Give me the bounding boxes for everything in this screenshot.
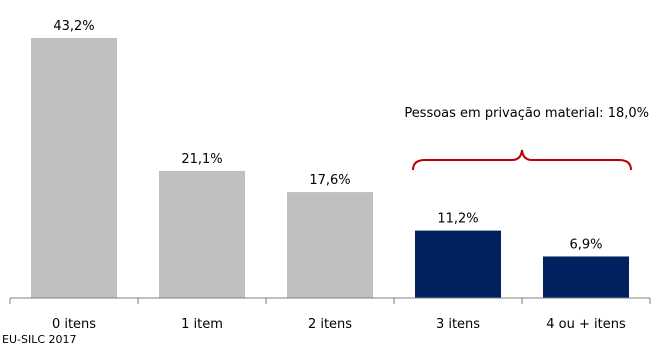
value-label-2: 21,1% xyxy=(181,152,222,167)
category-label-5: 4 ou + itens xyxy=(546,317,626,332)
bars-group xyxy=(31,38,629,298)
value-label-3: 17,6% xyxy=(309,173,350,188)
category-label-4: 3 itens xyxy=(436,317,480,332)
value-label-4: 11,2% xyxy=(437,212,478,227)
bar-4 xyxy=(415,230,501,298)
source-note: EU-SILC 2017 xyxy=(2,333,77,346)
bar-2 xyxy=(159,171,245,298)
bar-1 xyxy=(31,38,117,298)
value-label-1: 43,2% xyxy=(53,19,94,34)
category-labels-group: 0 itens 1 item 2 itens 3 itens 4 ou + itens xyxy=(52,317,626,332)
annotation-brace xyxy=(412,149,632,171)
annotation-text: Pessoas em privação material: 18,0% xyxy=(404,106,649,121)
category-label-3: 2 itens xyxy=(308,317,352,332)
category-label-2: 1 item xyxy=(181,317,223,332)
value-labels-group: 43,2% 21,1% 17,6% 11,2% 6,9% xyxy=(53,19,602,252)
bar-5 xyxy=(543,256,629,298)
category-label-1: 0 itens xyxy=(52,317,96,332)
bar-3 xyxy=(287,192,373,298)
x-axis xyxy=(9,297,651,304)
value-label-5: 6,9% xyxy=(569,237,602,252)
